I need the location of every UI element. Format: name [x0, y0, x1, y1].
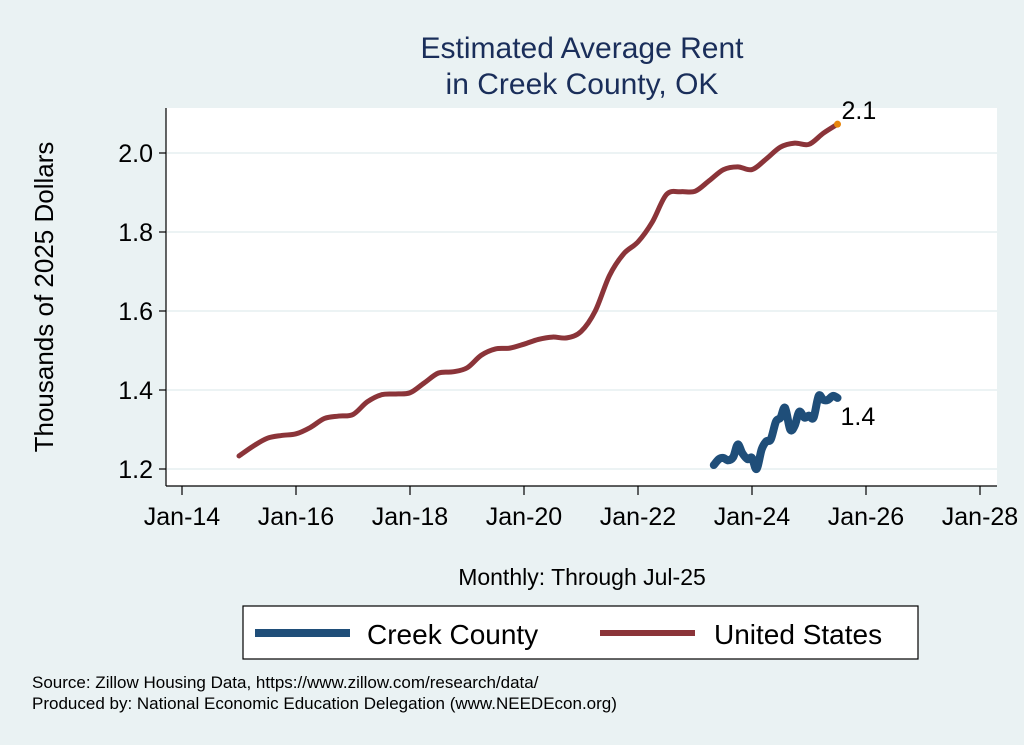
x-tick-label: Jan-18 — [372, 503, 448, 531]
series-end-marker — [834, 120, 841, 128]
x-tick-label: Jan-22 — [600, 503, 676, 531]
chart-title-line-1: Estimated Average Rent — [421, 32, 745, 65]
us-end-label: 2.1 — [842, 97, 877, 125]
y-tick-label: 2.0 — [118, 140, 153, 168]
produced-by-note: Produced by: National Economic Education… — [32, 694, 617, 713]
x-tick-label: Jan-26 — [828, 503, 904, 531]
y-tick-label: 1.8 — [118, 219, 153, 247]
x-tick-label: Jan-16 — [258, 503, 334, 531]
gridlines — [167, 152, 997, 470]
series-layer — [236, 120, 842, 474]
y-ticks: 1.2 1.4 1.6 1.8 2.0 — [118, 140, 166, 484]
x-tick-label: Jan-20 — [486, 503, 562, 531]
x-ticks: Jan-14 Jan-16 Jan-18 Jan-20 Jan-22 Jan-24 Jan-… — [144, 486, 1018, 531]
x-tick-label: Jan-14 — [144, 503, 221, 531]
series-line-united-states — [236, 121, 840, 459]
x-tick-label: Jan-24 — [714, 503, 791, 531]
y-tick-label: 1.4 — [118, 377, 153, 405]
legend-box — [242, 605, 919, 660]
legend: Creek County United States — [242, 605, 919, 660]
source-note: Source: Zillow Housing Data, https://www… — [32, 673, 539, 692]
legend-label-united-states: United States — [714, 619, 882, 650]
x-axis-title: Monthly: Through Jul-25 — [458, 564, 706, 590]
legend-label-creek-county: Creek County — [367, 619, 538, 650]
creek-end-label: 1.4 — [841, 403, 876, 431]
x-tick-label: Jan-28 — [942, 503, 1018, 531]
y-tick-label: 1.6 — [118, 298, 153, 326]
series-line-creek-county — [709, 391, 842, 474]
plot-area — [166, 108, 997, 486]
chart-title-line-2: in Creek County, OK — [446, 68, 719, 101]
y-tick-label: 1.2 — [118, 456, 153, 484]
y-axis-title: Thousands of 2025 Dollars — [29, 142, 59, 453]
